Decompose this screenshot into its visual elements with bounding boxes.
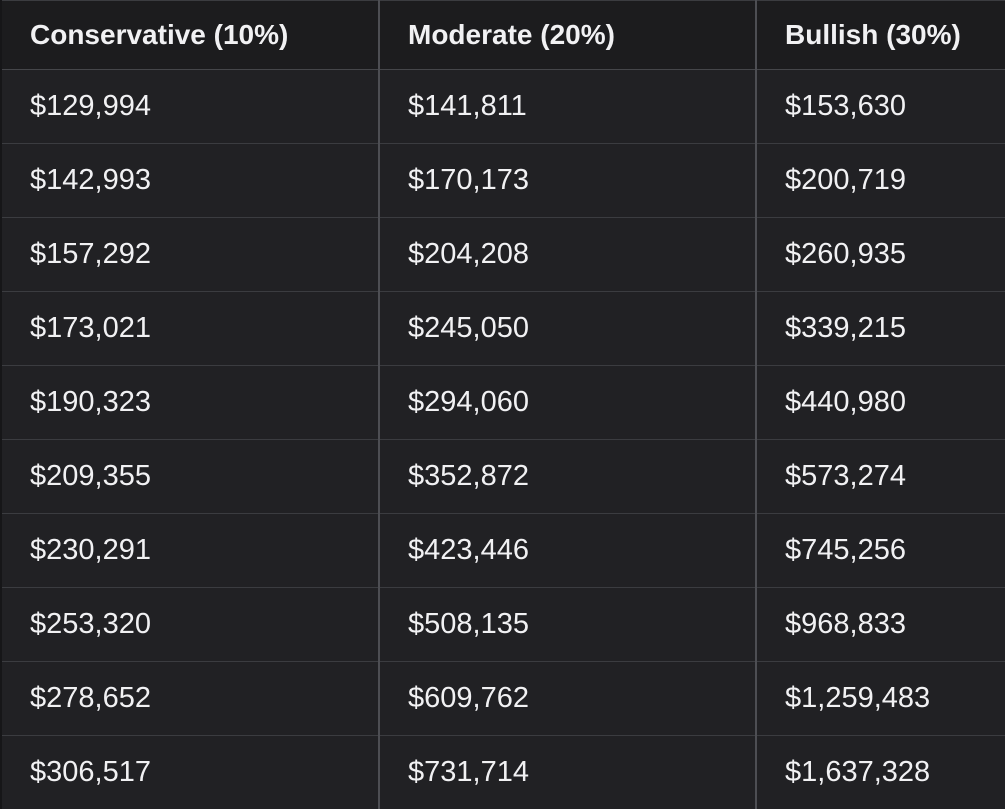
- table-row: $230,291 $423,446 $745,256: [1, 513, 1005, 588]
- table-cell: $1,637,328: [755, 735, 1005, 809]
- table-row: $253,320 $508,135 $968,833: [1, 587, 1005, 662]
- table-row: $142,993 $170,173 $200,719: [1, 143, 1005, 218]
- table-cell: $129,994: [1, 69, 379, 144]
- table-cell: $508,135: [378, 587, 756, 662]
- table-cell: $170,173: [378, 143, 756, 218]
- table-cell: $141,811: [378, 69, 756, 144]
- table-cell: $745,256: [755, 513, 1005, 588]
- table-cell: $230,291: [1, 513, 379, 588]
- table-cell: $153,630: [755, 69, 1005, 144]
- table-cell: $157,292: [1, 217, 379, 292]
- table-cell: $339,215: [755, 291, 1005, 366]
- table-row: $129,994 $141,811 $153,630: [1, 69, 1005, 144]
- table-header: Conservative (10%) Moderate (20%) Bullis…: [1, 0, 1005, 70]
- table-row: $306,517 $731,714 $1,637,328: [1, 735, 1005, 809]
- table-row: $173,021 $245,050 $339,215: [1, 291, 1005, 366]
- table-cell: $200,719: [755, 143, 1005, 218]
- table-cell: $440,980: [755, 365, 1005, 440]
- header-row: Conservative (10%) Moderate (20%) Bullis…: [1, 0, 1005, 70]
- table-cell: $352,872: [378, 439, 756, 514]
- table-cell: $573,274: [755, 439, 1005, 514]
- table-cell: $1,259,483: [755, 661, 1005, 736]
- table-row: $157,292 $204,208 $260,935: [1, 217, 1005, 292]
- table-cell: $253,320: [1, 587, 379, 662]
- table-row: $209,355 $352,872 $573,274: [1, 439, 1005, 514]
- table-body: $129,994 $141,811 $153,630 $142,993 $170…: [1, 69, 1005, 809]
- table-cell: $173,021: [1, 291, 379, 366]
- column-header-moderate: Moderate (20%): [378, 0, 756, 70]
- column-header-conservative: Conservative (10%): [1, 0, 379, 70]
- table-cell: $294,060: [378, 365, 756, 440]
- table-cell: $190,323: [1, 365, 379, 440]
- table-cell: $609,762: [378, 661, 756, 736]
- table-cell: $968,833: [755, 587, 1005, 662]
- table-cell: $306,517: [1, 735, 379, 809]
- table-cell: $209,355: [1, 439, 379, 514]
- table-cell: $278,652: [1, 661, 379, 736]
- table-cell: $142,993: [1, 143, 379, 218]
- table-cell: $260,935: [755, 217, 1005, 292]
- table-cell: $423,446: [378, 513, 756, 588]
- table-cell: $245,050: [378, 291, 756, 366]
- table-row: $190,323 $294,060 $440,980: [1, 365, 1005, 440]
- table-cell: $731,714: [378, 735, 756, 809]
- column-header-bullish: Bullish (30%): [755, 0, 1005, 70]
- table-cell: $204,208: [378, 217, 756, 292]
- table-row: $278,652 $609,762 $1,259,483: [1, 661, 1005, 736]
